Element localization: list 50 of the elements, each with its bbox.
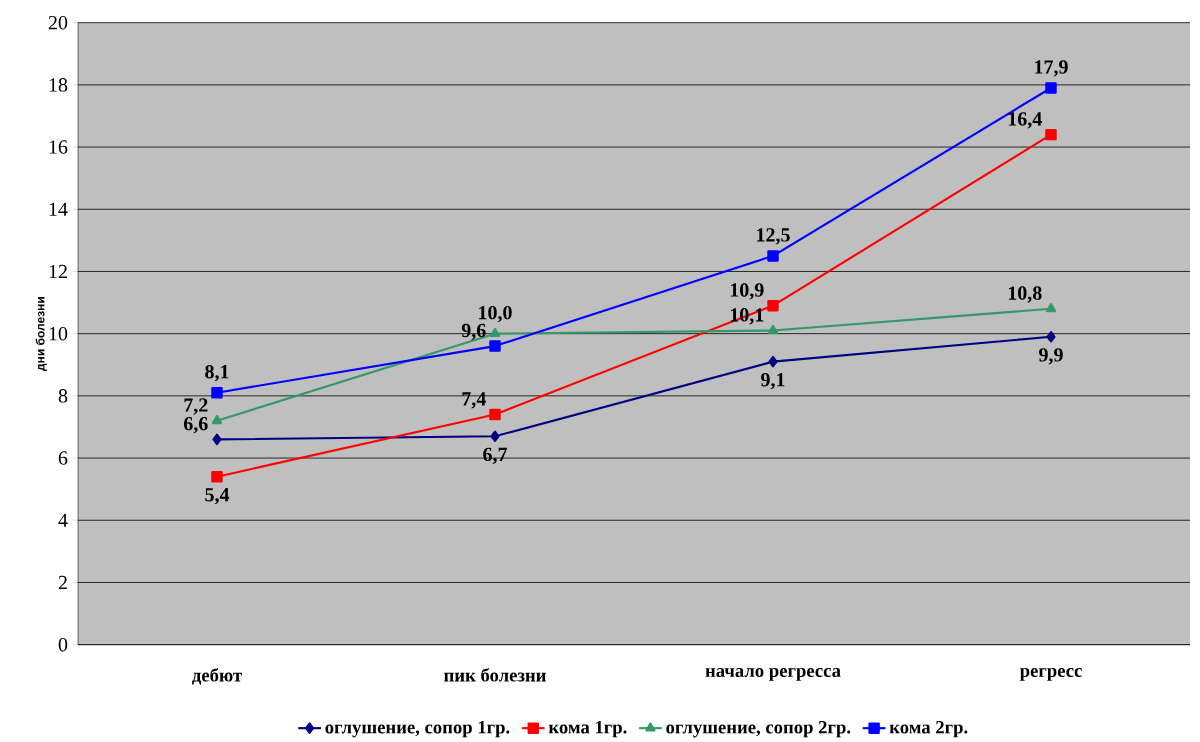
legend-label: кома 1гр. [548,720,627,738]
legend-label: оглушение, сопор 2гр. [666,720,851,738]
data-label: 10,0 [479,305,512,323]
y-tick-label: 14 [49,202,68,216]
point [211,415,223,425]
point [767,324,779,334]
y-tick-label: 18 [49,78,68,92]
data-label: 17,9 [1035,60,1068,77]
legend-label: оглушение, сопор 1гр. [325,720,510,738]
point [1046,331,1056,343]
point [767,250,779,262]
y-axis-title: дни болезни [35,297,47,371]
data-label: 6,7 [483,447,508,464]
point [212,433,222,446]
y-tick-label: 12 [49,264,67,279]
point [211,387,223,399]
data-label: 10,8 [1008,286,1042,303]
data-label: 8,1 [205,364,229,382]
data-label: 6,6 [183,417,208,434]
legend-label: кома 2гр. [889,720,968,738]
y-tick-label: 2 [58,575,67,590]
y-tick-label: 16 [49,140,68,154]
data-label: 16,4 [1008,112,1042,129]
y-tick-label: 0 [58,637,68,652]
x-tick-label: регресс [1019,668,1082,681]
y-tick-label: 20 [48,15,68,30]
x-tick-label: начало регресса [705,668,841,681]
point [489,340,501,352]
point [490,430,500,443]
point [1045,303,1057,313]
y-tick-label: 8 [58,389,68,403]
point [489,327,501,338]
y-tick-label: 6 [58,451,68,465]
data-label: 9,9 [1039,348,1063,365]
point [767,299,779,312]
point [489,408,501,421]
x-tick-label: дебют [192,668,242,685]
point [211,470,223,483]
data-label: 12,5 [757,228,790,245]
data-label: 10,9 [730,283,764,300]
point [1045,128,1057,141]
data-label: 9,1 [761,373,785,390]
y-tick-label: 4 [58,513,68,527]
data-label: 5,4 [205,488,230,505]
point [1045,82,1057,94]
point [768,355,778,368]
data-label: 7,4 [462,392,486,409]
data-label: 7,2 [184,398,208,415]
x-tick-label: пик болезни [444,668,546,682]
y-tick-label: 10 [49,326,68,341]
